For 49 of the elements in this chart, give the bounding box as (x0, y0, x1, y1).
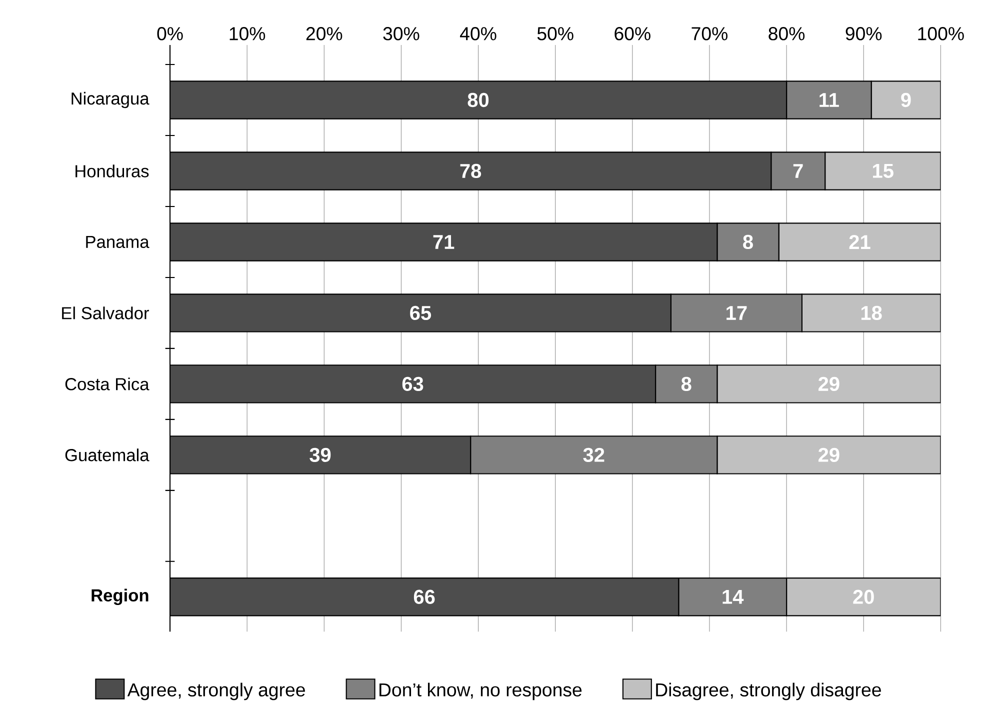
data-label: 20 (853, 590, 874, 604)
x-tick-label: 20% (306, 27, 342, 40)
y-tick-label: Costa Rica (65, 378, 150, 390)
data-label: 9 (901, 92, 911, 108)
y-tick-label: Region (92, 588, 148, 606)
x-tick-label: 90% (846, 27, 882, 40)
x-tick-label: 60% (614, 27, 650, 40)
data-label: 80 (468, 92, 489, 108)
data-label: 18 (861, 306, 882, 320)
x-tick-label: 100% (918, 27, 964, 40)
data-label: 15 (873, 164, 894, 178)
y-tick-label: Guatemala (65, 448, 150, 462)
y-tick-label: Panama (86, 236, 150, 248)
data-label: 39 (310, 448, 331, 462)
bar (170, 294, 672, 332)
x-tick-label: 80% (768, 27, 805, 40)
x-tick-label: 40% (460, 27, 496, 40)
x-tick-label: 70% (692, 27, 728, 40)
y-tick-label: Nicaragua (72, 92, 150, 108)
legend-label: Agree, strongly agree (127, 682, 305, 700)
legend-label: Disagree, strongly disagree (656, 682, 881, 700)
y-tick-label: El Salvador (62, 306, 149, 320)
bar (170, 222, 718, 262)
data-label: 11 (820, 93, 839, 107)
data-label: 29 (818, 448, 840, 462)
x-tick-label: 50% (537, 27, 574, 40)
data-label: 21 (849, 234, 870, 249)
data-label: 63 (402, 376, 424, 392)
data-label: 8 (743, 234, 753, 250)
data-label: 65 (410, 306, 432, 320)
legend-label: Don’t know, no response (380, 682, 582, 700)
bar (170, 364, 656, 404)
data-label: 7 (793, 164, 803, 178)
x-tick-label: 10% (230, 27, 266, 40)
bar (170, 436, 472, 474)
x-tick-label: 0% (157, 27, 183, 40)
x-tick-label: 30% (383, 27, 420, 40)
data-label: 66 (414, 590, 435, 604)
data-label: 17 (726, 306, 747, 320)
data-label: 32 (583, 448, 604, 462)
bar (170, 152, 772, 190)
data-label: 29 (818, 376, 840, 392)
data-label: 78 (460, 164, 482, 178)
y-tick-label: Honduras (76, 164, 149, 178)
bar (170, 80, 788, 120)
data-label: 71 (433, 235, 454, 249)
data-label: 8 (681, 376, 692, 392)
bar (170, 578, 680, 616)
data-label: 14 (722, 590, 744, 604)
